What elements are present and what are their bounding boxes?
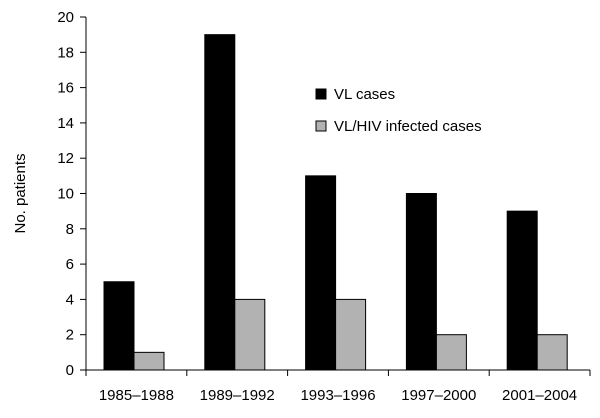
y-tick-label: 2 xyxy=(66,327,74,344)
legend-swatch xyxy=(315,120,327,132)
y-tick-label: 14 xyxy=(57,115,74,132)
x-tick-label: 2001–2004 xyxy=(502,387,577,404)
bar-vl-hiv-cases xyxy=(234,298,266,371)
x-tick-label: 1997–2000 xyxy=(401,387,476,404)
y-tick-label: 12 xyxy=(57,150,74,167)
bar-vl-cases xyxy=(103,281,135,371)
x-tick-label: 1985–1988 xyxy=(99,387,174,404)
legend-label: VL cases xyxy=(334,86,395,103)
legend: VL cases VL/HIV infected cases xyxy=(315,86,482,135)
y-tick-label: 16 xyxy=(57,80,74,97)
x-ticks-group: 1985–1988 1989–1992 1993–1996 1997–2000 2001… xyxy=(85,370,591,404)
y-ticks-group: 0 2 4 6 8 10 12 14 16 18 20 xyxy=(57,9,86,379)
legend-swatch xyxy=(315,88,327,100)
bar-vl-cases xyxy=(506,210,538,371)
bar-vl-hiv-cases xyxy=(536,334,568,371)
bar-vl-hiv-cases xyxy=(335,298,367,371)
y-tick-label: 6 xyxy=(66,256,74,273)
y-tick-label: 18 xyxy=(57,44,74,61)
y-tick-label: 8 xyxy=(66,221,74,238)
y-tick-label: 10 xyxy=(57,186,74,203)
bar-vl-cases xyxy=(405,193,437,371)
y-axis-title: No. patients xyxy=(12,153,29,233)
x-tick-label: 1989–1992 xyxy=(200,387,275,404)
y-tick-label: 0 xyxy=(66,362,74,379)
bar-vl-cases xyxy=(305,175,337,371)
x-tick-label: 1993–1996 xyxy=(300,387,375,404)
bars-group xyxy=(103,34,568,371)
y-tick-label: 4 xyxy=(66,291,74,308)
bar-vl-cases xyxy=(204,34,236,371)
y-tick-label: 20 xyxy=(57,9,74,26)
legend-label: VL/HIV infected cases xyxy=(334,118,482,135)
bar-vl-hiv-cases xyxy=(133,351,165,371)
bar-vl-hiv-cases xyxy=(435,334,467,371)
